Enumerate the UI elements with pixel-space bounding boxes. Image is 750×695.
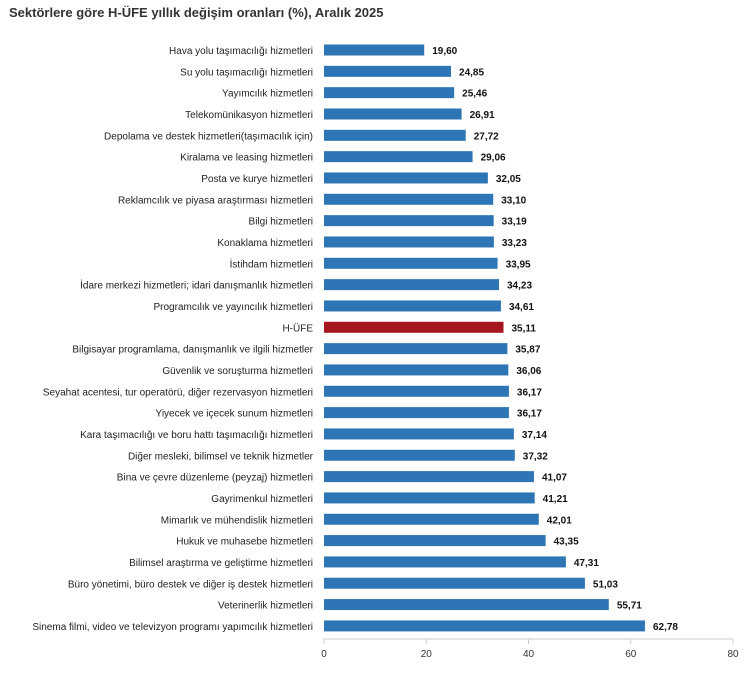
value-label: 36,06 (516, 366, 541, 377)
category-label: İdare merkezi hizmetleri; idari danışman… (80, 279, 313, 292)
value-label: 33,19 (502, 217, 527, 228)
x-tick-label: 20 (421, 649, 433, 660)
value-label: 43,35 (554, 537, 579, 548)
bar (324, 385, 509, 397)
value-label: 33,95 (506, 259, 531, 270)
bar (324, 513, 539, 525)
value-label: 51,03 (593, 579, 618, 590)
category-label: Yiyecek ve içecek sunum hizmetleri (156, 409, 313, 420)
bar (324, 151, 473, 163)
category-label: Programcılık ve yayıncılık hizmetleri (154, 302, 314, 313)
category-label: Hava yolu taşımacılığı hizmetleri (169, 46, 313, 57)
category-label: Bilimsel araştırma ve geliştirme hizmetl… (129, 558, 313, 569)
x-tick-label: 40 (523, 649, 535, 660)
value-label: 34,61 (509, 302, 534, 313)
value-label: 33,23 (502, 238, 527, 249)
bar (324, 428, 514, 440)
bar (324, 364, 509, 376)
category-label: Kara taşımacılığı ve boru hattı taşımacı… (80, 430, 313, 441)
bar (324, 471, 534, 483)
value-label: 37,14 (522, 430, 547, 441)
category-label: Sinema filmi, video ve televizyon progra… (32, 622, 313, 633)
x-tick-label: 0 (321, 649, 327, 660)
value-label: 41,21 (543, 494, 568, 505)
category-label: Telekomünikasyon hizmetleri (185, 110, 313, 121)
category-label: Kiralama ve leasing hizmetleri (180, 153, 313, 164)
value-label: 25,46 (462, 89, 487, 100)
bar (324, 577, 585, 589)
bar (324, 343, 508, 355)
bar (324, 215, 494, 227)
category-label: Gayrimenkul hizmetleri (211, 494, 313, 505)
x-tick-label: 80 (727, 649, 739, 660)
category-label: Diğer mesleki, bilimsel ve teknik hizmet… (128, 451, 314, 462)
category-label: Hukuk ve muhasebe hizmetleri (176, 537, 313, 548)
value-label: 42,01 (547, 515, 572, 526)
bar (324, 65, 452, 77)
value-label: 62,78 (653, 622, 678, 633)
value-label: 35,11 (511, 323, 536, 334)
category-label: Bilgisayar programlama, danışmanlık ve i… (72, 345, 313, 356)
category-label: Posta ve kurye hizmetleri (201, 174, 313, 185)
bar (324, 492, 535, 504)
chart-title: Sektörlere göre H-ÜFE yıllık değişim ora… (9, 5, 384, 20)
bar (324, 172, 488, 184)
category-label: Bina ve çevre düzenleme (peyzaj) hizmetl… (117, 473, 313, 484)
bar (324, 407, 509, 419)
category-label: Konaklama hizmetleri (217, 238, 313, 249)
value-label: 32,05 (496, 174, 521, 185)
value-label: 29,06 (481, 153, 506, 164)
value-label: 36,17 (517, 409, 542, 420)
bar (324, 279, 500, 291)
bar (324, 108, 462, 120)
value-label: 41,07 (542, 473, 567, 484)
value-label: 19,60 (432, 46, 457, 57)
value-label: 24,85 (459, 67, 484, 78)
bar (324, 87, 455, 99)
category-label: Su yolu taşımacılığı hizmetleri (180, 67, 313, 78)
category-label: Seyahat acentesi, tur operatörü, diğer r… (43, 387, 313, 398)
category-label: Veterinerlik hizmetleri (218, 601, 313, 612)
bar (324, 193, 494, 205)
value-label: 35,87 (515, 345, 540, 356)
category-label: Güvenlik ve soruşturma hizmetleri (162, 366, 313, 377)
bar (324, 257, 498, 269)
bar (324, 236, 494, 248)
bar (324, 535, 546, 547)
value-label: 33,10 (501, 195, 526, 206)
bar (324, 449, 515, 461)
bar (324, 300, 501, 312)
bar (324, 556, 566, 568)
bar (324, 620, 645, 632)
value-label: 55,71 (617, 601, 642, 612)
category-label: Depolama ve destek hizmetleri(taşımacılı… (104, 131, 313, 142)
category-label: İstihdam hizmetleri (230, 257, 313, 270)
value-label: 26,91 (470, 110, 495, 121)
category-label: H-ÜFE (282, 322, 313, 334)
category-label: Reklamcılık ve piyasa araştırması hizmet… (118, 195, 313, 206)
bar (324, 129, 466, 141)
category-label: Bilgi hizmetleri (249, 217, 313, 228)
bar (324, 599, 609, 611)
value-label: 37,32 (523, 451, 548, 462)
category-label: Büro yönetimi, büro destek ve diğer iş d… (68, 579, 313, 590)
value-label: 36,17 (517, 387, 542, 398)
value-label: 27,72 (474, 131, 499, 142)
value-label: 47,31 (574, 558, 599, 569)
value-label: 34,23 (507, 281, 532, 292)
bar (324, 44, 425, 56)
highlight-bar (324, 321, 504, 333)
category-label: Yayımcılık hizmetleri (222, 89, 313, 100)
category-label: Mimarlık ve mühendislik hizmetleri (161, 515, 313, 526)
x-tick-label: 60 (625, 649, 637, 660)
